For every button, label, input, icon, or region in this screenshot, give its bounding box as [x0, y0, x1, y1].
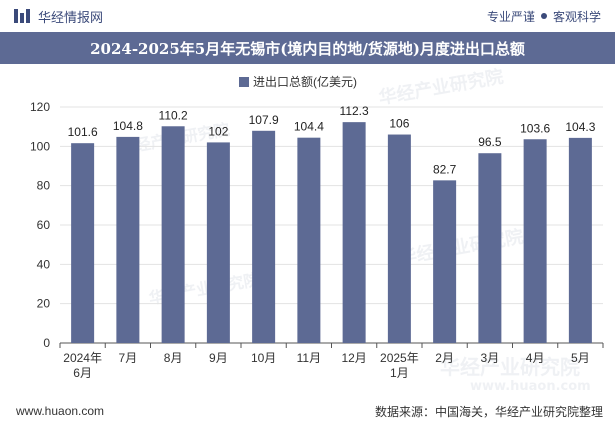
- data-label: 110.2: [159, 108, 188, 122]
- x-tick-label: 2025年 1月: [380, 351, 419, 380]
- separator-dot-icon: [540, 13, 547, 19]
- bar: [523, 139, 547, 343]
- legend-label: 进出口总额(亿美元): [253, 74, 357, 89]
- chart-title: 2024-2025年5月年无锡市(境内目的地/货源地)月度进出口总额: [90, 39, 525, 58]
- bar: [433, 180, 457, 343]
- bar: [206, 142, 230, 343]
- footer: www.huaon.com 数据来源：中国海关，华经产业研究院整理: [0, 395, 615, 427]
- watermark-text: 华经产业研究院: [440, 355, 580, 379]
- data-label: 102: [208, 124, 228, 138]
- y-tick-label: 100: [30, 139, 50, 153]
- data-label: 104.8: [113, 119, 143, 133]
- footer-source: 数据来源：中国海关，华经产业研究院整理: [374, 404, 603, 419]
- y-tick-label: 0: [43, 336, 50, 350]
- y-tick-label: 120: [30, 100, 50, 114]
- data-label: 104.4: [294, 120, 324, 134]
- legend: 进出口总额(亿美元): [239, 74, 357, 89]
- bar: [342, 122, 366, 343]
- brand-logo-icon: [14, 9, 30, 23]
- bar: [387, 134, 411, 343]
- bar: [252, 130, 276, 343]
- bar: [71, 143, 95, 343]
- watermark-url: www.huaon.com: [470, 379, 591, 394]
- data-label: 112.3: [340, 104, 369, 118]
- bar-chart: 华经产业研究院 华经产业研究院 华经产业研究院 华经产业研究院 华经产业研究院 …: [30, 65, 604, 394]
- tagline-right: 客观科学: [552, 9, 601, 24]
- bar: [116, 136, 140, 343]
- watermark-text: 华经产业研究院: [397, 225, 525, 269]
- x-tick-label: 10月: [251, 351, 276, 365]
- watermark-text: 华经产业研究院: [377, 65, 505, 109]
- data-label: 103.6: [520, 121, 550, 135]
- x-tick-label: 7月: [119, 351, 138, 365]
- brand[interactable]: 华经情报网: [14, 7, 103, 26]
- data-label: 106: [389, 117, 409, 131]
- top-bar: 华经情报网 专业严谨 客观科学: [0, 0, 615, 32]
- chart-title-bar: 2024-2025年5月年无锡市(境内目的地/货源地)月度进出口总额: [0, 32, 615, 64]
- x-tick-label: 2024年 6月: [63, 351, 102, 380]
- data-labels: 101.6 104.8 110.2 102 107.9 104.4 112.3 106 82.7…: [68, 104, 596, 176]
- tagline: 专业严谨 客观科学: [487, 8, 601, 25]
- x-tick-label: 11月: [297, 351, 321, 365]
- data-label: 107.9: [249, 113, 279, 127]
- y-tick-label: 20: [37, 297, 51, 311]
- footer-url[interactable]: www.huaon.com: [16, 404, 105, 418]
- x-tick-label: 9月: [209, 351, 228, 365]
- y-axis: 0 20 40 60 80 100 120: [30, 100, 50, 350]
- bar: [568, 137, 592, 343]
- x-tick-label: 4月: [526, 351, 545, 365]
- bar-series: [71, 122, 592, 343]
- data-label: 82.7: [433, 162, 457, 176]
- brand-name: 华经情报网: [38, 9, 104, 25]
- x-tick-label: 8月: [164, 351, 183, 365]
- x-tick-label: 3月: [481, 351, 500, 365]
- y-tick-label: 80: [37, 179, 51, 193]
- x-tick-label: 12月: [341, 351, 366, 365]
- data-label: 96.5: [478, 135, 502, 149]
- legend-swatch: [239, 77, 249, 87]
- bar: [478, 153, 502, 343]
- x-axis: 2024年 6月 7月 8月 9月 10月 11月 12月 2025年 1月 2月 3月 4月 5月: [59, 343, 604, 380]
- x-tick-label: 5月: [571, 351, 590, 365]
- data-label: 104.3: [565, 120, 595, 134]
- y-tick-label: 60: [37, 218, 51, 232]
- data-label: 101.6: [68, 125, 98, 139]
- y-tick-label: 40: [37, 257, 51, 271]
- bar: [161, 126, 185, 343]
- x-tick-label: 2月: [435, 351, 454, 365]
- tagline-left: 专业严谨: [486, 9, 535, 24]
- bar: [297, 137, 321, 343]
